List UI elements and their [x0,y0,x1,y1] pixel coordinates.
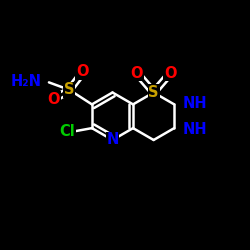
Text: S: S [64,82,75,98]
Text: H₂N: H₂N [11,74,42,89]
Text: O: O [76,64,89,79]
Text: O: O [131,66,143,81]
Text: O: O [164,66,177,81]
Text: NH: NH [182,122,207,137]
Text: N: N [106,132,119,148]
Text: Cl: Cl [59,124,75,140]
Text: NH: NH [182,96,207,111]
Text: S: S [148,85,159,100]
Text: O: O [48,92,60,107]
